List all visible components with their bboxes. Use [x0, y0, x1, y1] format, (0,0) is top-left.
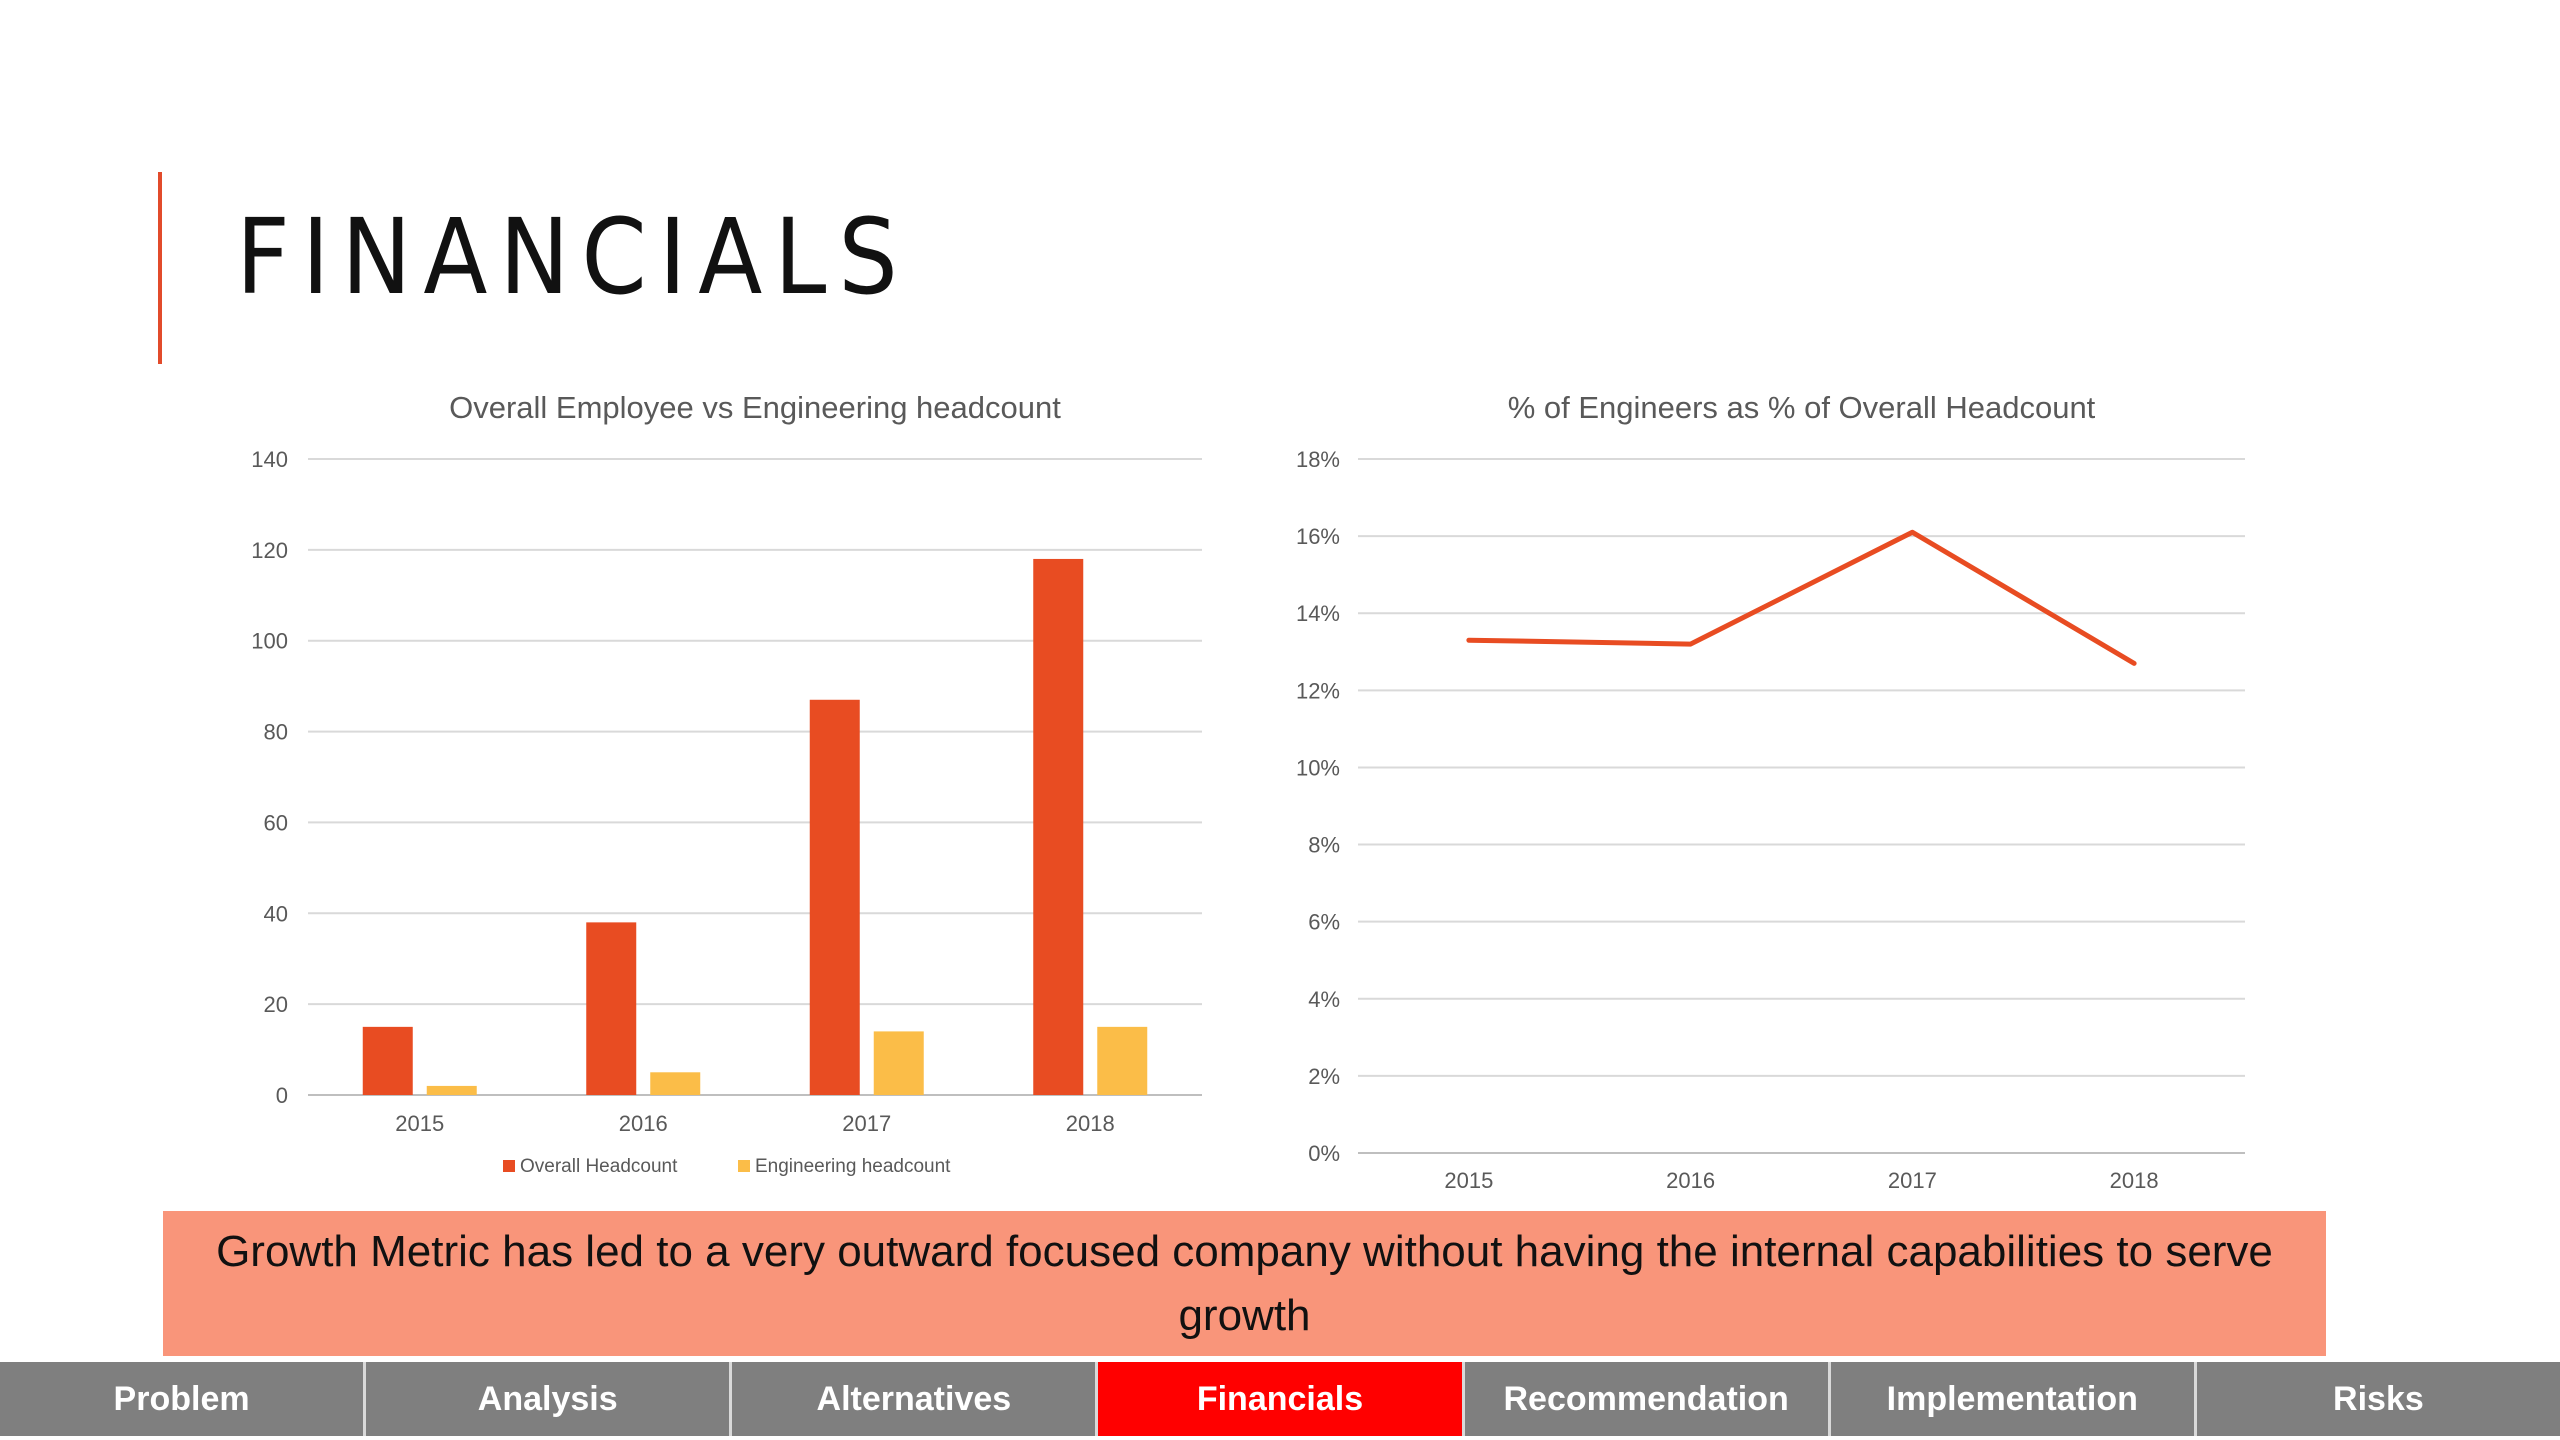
chart1-x-tick-label: 2015 [395, 1111, 444, 1136]
nav-tab-alternatives[interactable]: Alternatives [732, 1362, 1099, 1436]
chart1-x-tick-label: 2016 [619, 1111, 668, 1136]
chart2-y-tick-label: 0% [1308, 1141, 1340, 1166]
chart1-y-tick-label: 120 [251, 538, 288, 563]
chart1-y-tick-label: 100 [251, 629, 288, 654]
callout-text: Growth Metric has led to a very outward … [216, 1226, 2273, 1340]
callout-box: Growth Metric has led to a very outward … [163, 1211, 2326, 1356]
chart1-bar-engineering [426, 1085, 477, 1095]
chart1-y-tick-label: 40 [264, 901, 288, 926]
nav-tab-financials[interactable]: Financials [1098, 1362, 1465, 1436]
chart2-y-tick-label: 6% [1308, 910, 1340, 935]
chart1-legend-label-overall: Overall Headcount [520, 1156, 678, 1177]
chart2-x-tick-label: 2016 [1666, 1168, 1715, 1193]
nav-tab-recommendation[interactable]: Recommendation [1464, 1362, 1831, 1436]
chart2-y-tick-label: 8% [1308, 833, 1340, 858]
chart1-bar-engineering [1097, 1026, 1148, 1095]
chart1-title: Overall Employee vs Engineering headcoun… [449, 390, 1061, 425]
nav-tab-risks[interactable]: Risks [2196, 1362, 2560, 1436]
chart2-x-tick-label: 2015 [1444, 1168, 1493, 1193]
chart1-y-tick-label: 0 [276, 1083, 288, 1108]
nav-tab-analysis[interactable]: Analysis [366, 1362, 733, 1436]
chart1-y-tick-label: 80 [264, 720, 288, 745]
chart1-x-tick-label: 2017 [842, 1111, 891, 1136]
chart1-bar-overall [809, 699, 860, 1095]
nav-tab-implementation[interactable]: Implementation [1830, 1362, 2197, 1436]
chart1-bar-engineering [650, 1072, 701, 1095]
chart1-bar-engineering [873, 1031, 924, 1095]
chart1-bar-overall [586, 922, 637, 1095]
chart2-x-tick-label: 2017 [1888, 1168, 1937, 1193]
chart1-legend-label-engineering: Engineering headcount [755, 1156, 951, 1177]
chart2-y-tick-label: 2% [1308, 1064, 1340, 1089]
chart2-x-tick-label: 2018 [2110, 1168, 2159, 1193]
chart1-legend-swatch-engineering [738, 1160, 750, 1172]
chart2-y-tick-label: 4% [1308, 987, 1340, 1012]
chart1-legend-swatch-overall [503, 1160, 515, 1172]
chart1-bar-overall [362, 1026, 413, 1095]
chart1-y-tick-label: 60 [264, 810, 288, 835]
chart2-y-tick-label: 12% [1296, 678, 1340, 703]
charts-area: Overall Employee vs Engineering headcoun… [251, 390, 2245, 1193]
slide-title: FINANCIALS [236, 196, 910, 318]
chart2-y-tick-label: 10% [1296, 755, 1340, 780]
chart2-y-tick-label: 16% [1296, 524, 1340, 549]
chart2-series-line [1466, 529, 2137, 666]
chart2-y-tick-label: 18% [1296, 447, 1340, 472]
chart2-title: % of Engineers as % of Overall Headcount [1508, 390, 2096, 425]
chart2-y-tick-label: 14% [1296, 601, 1340, 626]
chart1-y-tick-label: 140 [251, 447, 288, 472]
section-nav-bar: Problem Analysis Alternatives Financials… [0, 1362, 2560, 1436]
chart1-x-tick-label: 2018 [1066, 1111, 1115, 1136]
title-accent-bar [158, 172, 162, 364]
nav-tab-problem[interactable]: Problem [0, 1362, 367, 1436]
chart1-y-tick-label: 20 [264, 992, 288, 1017]
chart1-bar-overall [1033, 558, 1084, 1095]
